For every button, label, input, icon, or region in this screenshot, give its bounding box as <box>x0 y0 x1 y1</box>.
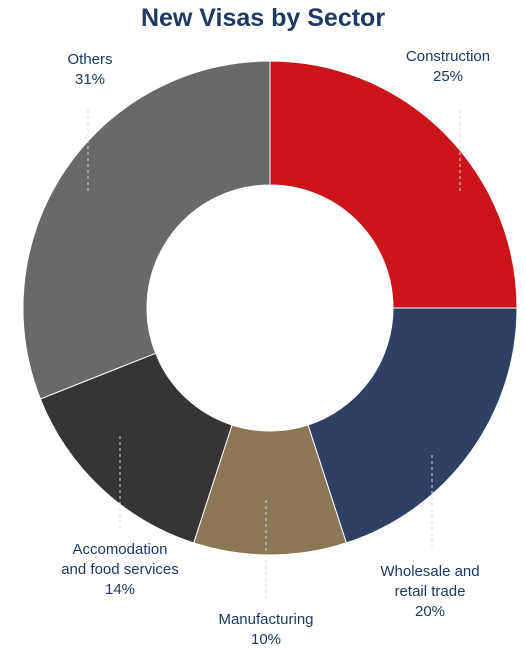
slice-label-line-wholesale-and-retail-trade: Wholesale and <box>380 563 479 580</box>
slice-label-line-construction: Construction <box>406 48 490 65</box>
slice-label-line-accomodation-and-food-services: and food services <box>61 561 179 578</box>
slice-percent-construction: 25% <box>433 68 463 85</box>
slice-label-line-manufacturing: Manufacturing <box>218 611 313 628</box>
slice-label-construction: Construction 25% <box>406 48 490 85</box>
slice-label-line-accomodation-and-food-services: Accomodation <box>72 541 167 558</box>
slice-percent-accomodation-and-food-services: 14% <box>105 581 135 598</box>
slice-percent-wholesale-and-retail-trade: 20% <box>415 603 445 620</box>
pie-slice-construction <box>269 60 518 309</box>
slice-label-line-others: Others <box>67 51 112 68</box>
slice-percent-manufacturing: 10% <box>251 631 281 648</box>
slice-label-others: Others 31% <box>67 51 112 88</box>
pie-slice-wholesale-and-retail-trade <box>307 307 518 544</box>
slice-label-accomodation-and-food-services: Accomodation and food services 14% <box>61 541 179 598</box>
chart-title: New Visas by Sector <box>140 4 386 32</box>
slice-percent-others: 31% <box>75 71 105 88</box>
pie-slice-others <box>22 60 271 400</box>
pie-slice-accomodation-and-food-services <box>39 352 233 544</box>
slice-label-wholesale-and-retail-trade: Wholesale and retail trade 20% <box>380 563 479 620</box>
slice-label-line-wholesale-and-retail-trade: retail trade <box>395 583 466 600</box>
slice-label-manufacturing: Manufacturing 10% <box>218 611 313 648</box>
